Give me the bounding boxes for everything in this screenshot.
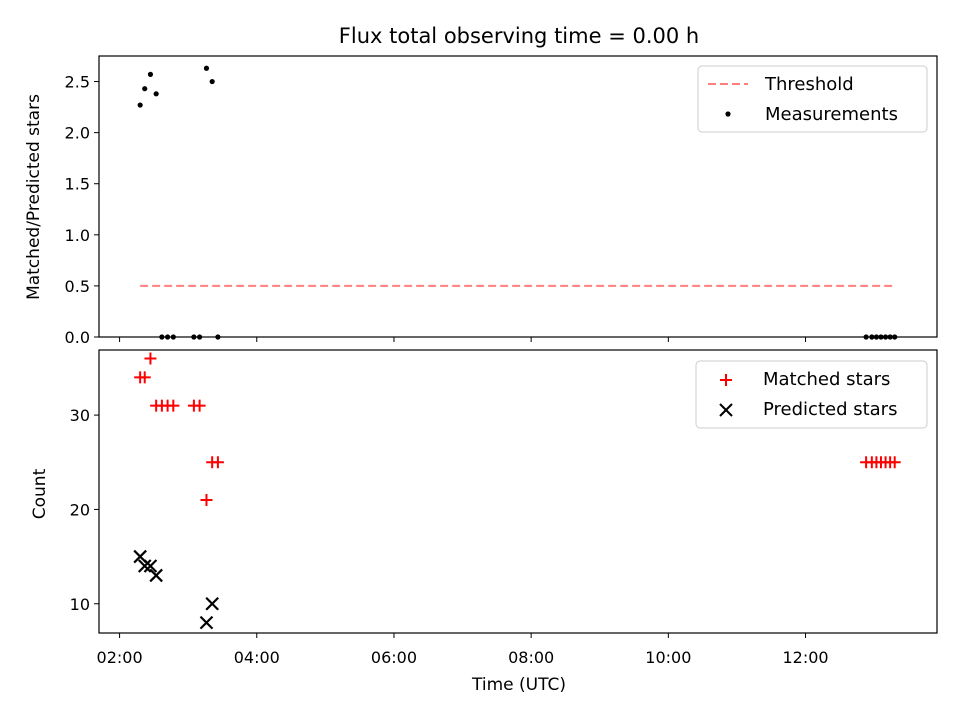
predicted-stars-point-5 — [205, 596, 219, 611]
measurements-point-2 — [147, 71, 154, 77]
measurements-point-9 — [203, 65, 210, 71]
x-tick-label-2: 06:00 — [371, 648, 417, 667]
matched-stars-point-1 — [138, 371, 151, 384]
x-tick-label-4: 10:00 — [645, 648, 691, 667]
matched-stars-point-6 — [167, 399, 180, 412]
y-tick-label-0-2: 1.0 — [65, 226, 90, 245]
y-tick-label-1-2: 30 — [70, 406, 90, 425]
top-panel-y-label: Matched/Predicted stars — [24, 94, 44, 300]
x-tick-label-5: 12:00 — [782, 648, 828, 667]
matched-stars-point-8 — [193, 399, 206, 412]
bottom-panel-frame — [98, 349, 938, 634]
legend-threshold-label: Threshold — [764, 74, 854, 95]
x-axis-label: Time (UTC) — [471, 675, 566, 695]
top-panel-frame — [98, 55, 938, 338]
matched-stars-point-18 — [888, 456, 901, 469]
measurements-point-1 — [142, 86, 148, 92]
legend-matched-label: Matched stars — [763, 369, 890, 390]
bottom-panel-y-axis: 10 20 30 — [70, 406, 99, 614]
legend-predicted-swatch — [719, 403, 733, 417]
y-tick-label-1-0: 10 — [70, 595, 90, 614]
matched-stars-point-11 — [211, 456, 224, 469]
x-tick-label-3: 08:00 — [508, 648, 554, 667]
measurements-point-3 — [153, 91, 159, 97]
legend-measurements-swatch — [725, 111, 731, 117]
bottom-panel-marks — [133, 352, 901, 630]
legend-measurements-label: Measurements — [765, 104, 898, 125]
legend-matched-swatch — [720, 374, 732, 386]
bottom-panel: 10 20 30 02:00 04:00 06:00 08:00 10:00 12:00 Co… — [30, 349, 938, 695]
y-tick-label-0-3: 1.5 — [65, 175, 90, 194]
predicted-stars-point-2 — [143, 559, 158, 573]
y-tick-label-0-4: 2.0 — [65, 124, 90, 143]
top-panel-y-axis: 0.0 0.5 1.0 1.5 2.0 2.5 — [65, 73, 99, 347]
top-legend-box — [697, 65, 928, 133]
bottom-panel-y-label: Count — [30, 468, 50, 519]
bottom-legend-box — [695, 360, 928, 429]
predicted-stars-point-4 — [199, 615, 214, 630]
x-tick-label-1: 04:00 — [234, 648, 280, 667]
measurements-point-0 — [137, 102, 143, 108]
matched-stars-point-9 — [200, 493, 213, 506]
chart-title: Flux total observing time = 0.00 h — [339, 24, 699, 48]
predicted-stars-point-3 — [149, 568, 163, 583]
y-tick-label-0-0: 0.0 — [65, 328, 90, 347]
matched-stars-point-2 — [144, 352, 157, 365]
predicted-stars-point-1 — [137, 559, 152, 573]
top-legend: Threshold Measurements — [697, 65, 928, 133]
y-tick-label-0-1: 0.5 — [65, 277, 90, 296]
x-tick-label-0: 02:00 — [97, 648, 143, 667]
bottom-legend: Matched stars Predicted stars — [695, 360, 928, 429]
measurements-point-10 — [209, 78, 215, 85]
y-tick-label-1-1: 20 — [70, 500, 90, 519]
y-tick-label-0-5: 2.5 — [65, 73, 90, 92]
legend-predicted-label: Predicted stars — [763, 399, 897, 420]
bottom-panel-x-axis: 02:00 04:00 06:00 08:00 10:00 12:00 — [97, 633, 829, 667]
top-panel: 0.0 0.5 1.0 1.5 2.0 2.5 Matched/Predicted sta… — [24, 55, 938, 347]
top-panel-x-axis — [119, 337, 807, 342]
